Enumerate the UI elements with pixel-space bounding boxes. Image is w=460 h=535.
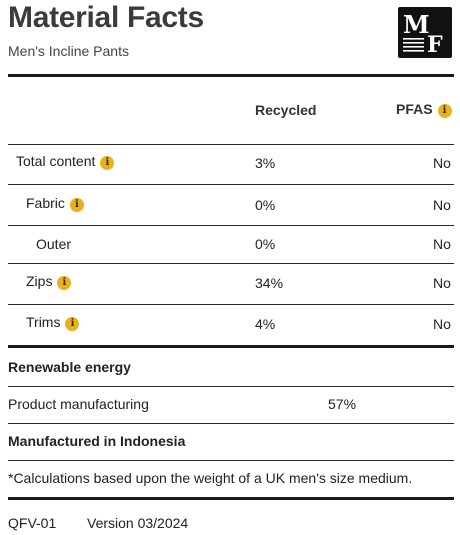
table-divider — [8, 263, 454, 264]
table-row-label: Zips i — [26, 273, 72, 290]
material-facts-logo: M F — [398, 7, 452, 58]
zips-info-icon[interactable]: i — [57, 276, 72, 290]
total-content-recycled: 3% — [255, 155, 276, 171]
section-divider — [8, 345, 454, 348]
outer-recycled: 0% — [255, 236, 276, 252]
fabric-pfas: No — [433, 197, 451, 213]
renewable-energy-heading: Renewable energy — [8, 359, 131, 375]
product-manufacturing-value: 57% — [328, 396, 357, 412]
row-label-outer: Outer — [36, 236, 72, 252]
table-row-label: Fabric i — [26, 195, 84, 212]
section-divider — [8, 460, 454, 461]
header-divider — [8, 74, 454, 77]
trims-recycled: 4% — [255, 316, 276, 332]
row-label-trims: Trims — [26, 314, 61, 330]
table-divider — [8, 304, 454, 305]
product-manufacturing-label: Product manufacturing — [8, 396, 149, 412]
footer-code: QFV-01 — [8, 515, 57, 531]
zips-pfas: No — [433, 275, 451, 291]
column-header-pfas-label: PFAS — [396, 101, 433, 117]
table-divider — [8, 225, 454, 226]
total-content-info-icon[interactable]: i — [100, 156, 115, 170]
column-header-pfas: PFAS i — [396, 101, 452, 118]
table-row-label: Trims i — [26, 314, 80, 331]
table-row-label: Total content i — [16, 153, 115, 170]
fabric-info-icon[interactable]: i — [69, 198, 84, 212]
total-content-pfas: No — [433, 155, 451, 171]
row-label-fabric: Fabric — [26, 195, 65, 211]
fabric-recycled: 0% — [255, 197, 276, 213]
svg-text:M: M — [403, 10, 430, 39]
outer-pfas: No — [433, 236, 451, 252]
page-subtitle: Men's Incline Pants — [8, 43, 129, 59]
trims-pfas: No — [433, 316, 451, 332]
footer-version: Version 03/2024 — [87, 515, 189, 531]
table-divider — [8, 184, 454, 185]
svg-text:F: F — [427, 32, 443, 58]
row-label-zips: Zips — [26, 273, 53, 289]
section-divider — [8, 386, 454, 387]
footer-divider — [8, 497, 454, 500]
section-divider — [8, 423, 454, 424]
column-header-recycled: Recycled — [255, 102, 317, 118]
footnote: *Calculations based upon the weight of a… — [8, 470, 413, 486]
manufactured-in-label: Manufactured in Indonesia — [8, 433, 186, 449]
trims-info-icon[interactable]: i — [65, 317, 80, 331]
row-label-total-content: Total content — [16, 153, 96, 169]
table-divider — [8, 144, 454, 145]
zips-recycled: 34% — [255, 275, 284, 291]
pfas-info-icon[interactable]: i — [437, 104, 452, 118]
page-title: Material Facts — [8, 1, 204, 34]
